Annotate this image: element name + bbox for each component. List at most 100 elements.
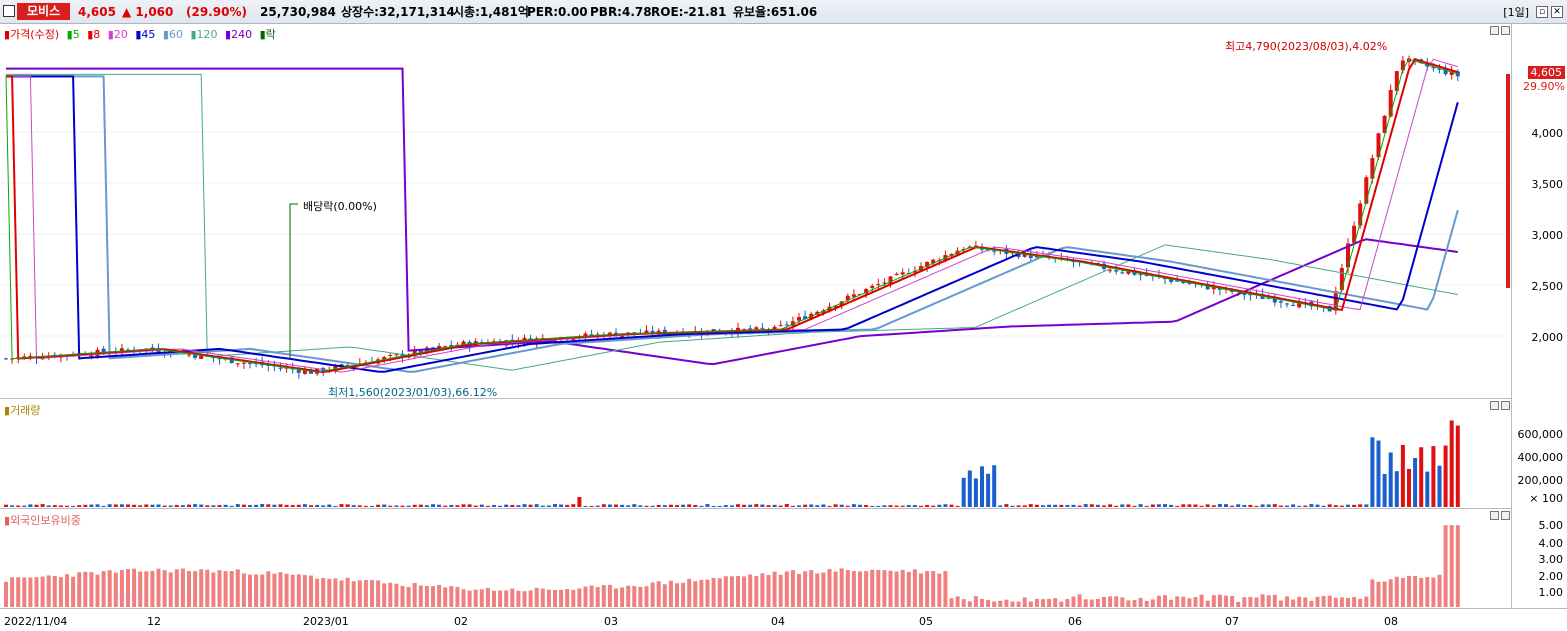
candle-body	[126, 349, 130, 351]
volume-bar	[156, 504, 161, 507]
price-change: ▲ 1,060	[122, 5, 174, 19]
ex-dividend-annotation: 배당락(0.00%)	[303, 200, 377, 213]
foreign-ratio-bar	[83, 571, 88, 607]
foreign-ownership-pane[interactable]: ▮외국인보유비중	[0, 508, 1512, 608]
volume-bar	[644, 505, 649, 507]
foreign-ratio-bar	[272, 573, 277, 607]
date-tick: 2023/01	[303, 615, 349, 628]
volume-bar	[1193, 504, 1198, 507]
foreign-ratio-bar	[174, 569, 179, 607]
candle-body	[1333, 291, 1338, 311]
pane-minimize-button[interactable]	[1490, 401, 1499, 410]
foreign-ratio-bar	[937, 573, 942, 607]
volume-bar	[1364, 504, 1369, 507]
volume-bar	[955, 505, 960, 507]
foreign-ratio-bar	[498, 590, 503, 607]
foreign-ratio-bar	[1175, 596, 1180, 607]
foreign-ratio-bar	[77, 572, 82, 607]
foreign-ratio-bar	[473, 589, 478, 607]
candle-body	[851, 294, 856, 297]
foreign-ratio-bar	[1333, 597, 1338, 607]
candle-body	[1242, 292, 1247, 295]
volume-bar	[1291, 504, 1296, 507]
stock-name-badge[interactable]: 모비스	[17, 3, 71, 20]
foreign-ratio-bar	[4, 581, 8, 607]
candle-body	[790, 321, 795, 326]
restore-icon[interactable]: ▫	[1536, 6, 1548, 18]
date-tick: 04	[771, 615, 785, 628]
foreign-ratio-bar	[1248, 596, 1253, 607]
candle-body	[187, 354, 191, 356]
foreign-ratio-bar	[65, 574, 69, 607]
foreign-ratio-bar	[492, 590, 496, 607]
foreign-ratio-bar	[187, 571, 191, 607]
volume-bar	[510, 504, 515, 507]
pane-minimize-button[interactable]	[1490, 26, 1499, 35]
foreign-ratio-bar	[406, 587, 411, 607]
foreign-ratio-bar	[1095, 598, 1100, 607]
foreign-ratio-bar	[284, 573, 289, 607]
volume-bar	[516, 505, 521, 507]
volume-bar	[778, 505, 783, 507]
date-tick: 12	[147, 615, 161, 628]
volume-bar	[1230, 505, 1235, 507]
volume-bar	[687, 504, 692, 507]
foreign-ratio-bar	[723, 576, 728, 607]
volume-bar	[1431, 446, 1436, 507]
candle-body	[1248, 293, 1253, 296]
volume-bar	[34, 504, 39, 507]
volume-bar	[638, 505, 643, 507]
volume-bar	[1132, 505, 1137, 507]
candle-body	[571, 338, 576, 340]
foreign-ratio-bar	[71, 576, 76, 607]
close-icon[interactable]: ✕	[1551, 6, 1563, 18]
volume-bar	[1352, 504, 1357, 507]
period-selector[interactable]: [1일]	[1503, 6, 1529, 19]
foreign-ratio-bar	[699, 579, 704, 607]
volume-pane[interactable]: ▮거래량	[0, 398, 1512, 508]
volume-bar	[1041, 505, 1045, 507]
pane-maximize-button[interactable]	[1501, 401, 1510, 410]
price-chart-pane[interactable]: ▮가격(수정) ▮5 ▮8 ▮20 ▮45 ▮60 ▮120 ▮240 ▮락 최…	[0, 24, 1512, 399]
candle-body	[1211, 286, 1216, 290]
volume-bar	[1047, 504, 1052, 507]
volume-bar	[1065, 504, 1070, 507]
candle-body	[1205, 284, 1210, 290]
volume-bar	[1358, 504, 1363, 507]
volume-bar	[83, 504, 88, 507]
pane-maximize-button[interactable]	[1501, 26, 1510, 35]
candle-body	[784, 324, 789, 326]
legend-ma8: ▮8	[87, 28, 101, 41]
candle-body	[1437, 68, 1442, 70]
foreign-ratio-bar	[1138, 597, 1143, 607]
volume-bar	[1102, 505, 1106, 507]
foreign-ratio-bar	[729, 576, 734, 607]
legend-ma240: ▮240	[225, 28, 253, 41]
header-checkbox[interactable]	[3, 5, 15, 17]
volume-bar	[229, 505, 234, 507]
candle-body	[1394, 71, 1399, 91]
foreign-ratio-bar	[516, 590, 521, 607]
foreign-ratio-bar	[1181, 596, 1186, 607]
foreign-ratio-bar	[241, 573, 246, 607]
volume-bar	[254, 504, 259, 507]
volume-bar	[1022, 505, 1027, 507]
volume-bar	[1169, 504, 1174, 507]
pane-maximize-button[interactable]	[1501, 511, 1510, 520]
volume-bar	[296, 504, 301, 507]
foreign-ratio-bar	[461, 589, 466, 607]
foreign-legend: ▮외국인보유비중	[4, 514, 81, 527]
foreign-ratio-bar	[614, 588, 618, 607]
candle-body	[1449, 71, 1454, 76]
candle-body	[882, 282, 887, 284]
foreign-tick: 1.00	[1538, 586, 1564, 599]
volume-bar	[217, 505, 222, 507]
volume-bar	[1095, 504, 1100, 507]
pane-minimize-button[interactable]	[1490, 511, 1499, 520]
ex-dividend-marker	[289, 203, 298, 359]
foreign-ratio-bar	[1449, 525, 1454, 607]
volume-bar	[1156, 504, 1161, 507]
volume-bar	[1254, 505, 1259, 507]
candle-body	[1443, 69, 1448, 75]
volume-bar	[498, 505, 503, 507]
